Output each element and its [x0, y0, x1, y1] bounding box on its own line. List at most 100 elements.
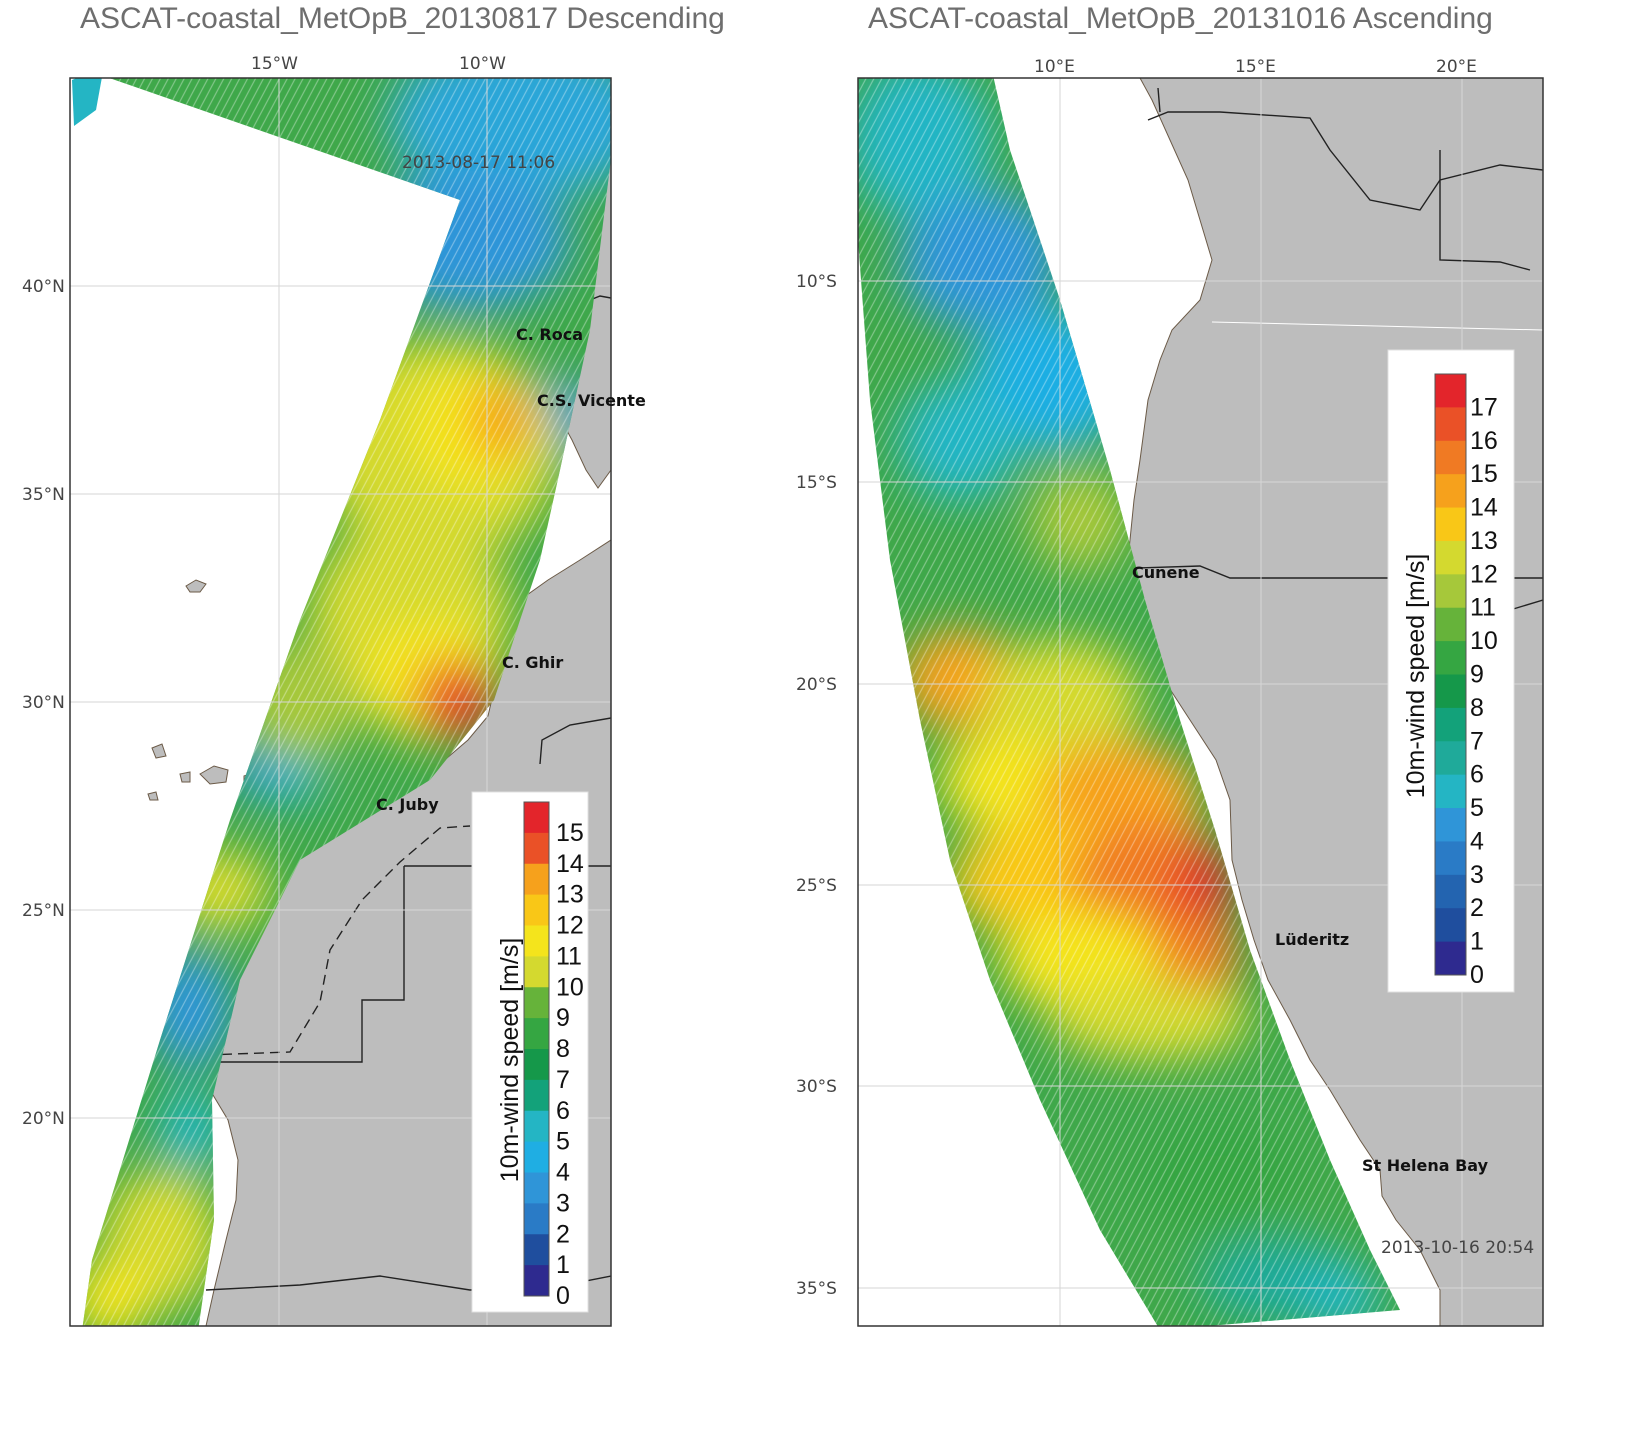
colorbar-segment [524, 956, 549, 988]
colorbar-tick-label: 8 [556, 1035, 570, 1063]
lon-label: 10°E [1034, 57, 1075, 77]
colorbar-segment [524, 1079, 549, 1112]
colorbar-tick-label: 6 [1470, 761, 1484, 789]
colorbar-segment [524, 863, 549, 896]
colorbar-tick-label: 4 [556, 1159, 570, 1187]
lat-label: 30°N [22, 693, 65, 713]
colorbar-segment [524, 1049, 549, 1081]
colorbar-segment [1435, 440, 1466, 475]
place-label: Lüderitz [1275, 930, 1349, 949]
lat-label: 30°S [796, 1077, 837, 1097]
colorbar-tick-label: 5 [556, 1128, 570, 1156]
colorbar-segment [1435, 874, 1466, 909]
left-map-frame [69, 77, 612, 1327]
colorbar-tick-label: 7 [1470, 727, 1484, 755]
lon-label: 15°E [1235, 57, 1276, 77]
colorbar-tick-label: 10 [556, 973, 584, 1001]
colorbar-segment [1435, 374, 1466, 408]
place-label: C. Ghir [502, 653, 563, 672]
right-panel-title: ASCAT-coastal_MetOpB_20131016 Ascending [868, 2, 1493, 35]
colorbar-tick-label: 14 [556, 850, 584, 878]
canary-island [179, 771, 191, 783]
colorbar-tick-label: 1 [556, 1251, 570, 1279]
lat-label: 35°S [796, 1279, 837, 1299]
country-border [1147, 111, 1543, 211]
country-border [206, 866, 405, 1063]
colorbar-tick-label: 3 [556, 1189, 570, 1217]
colorbar-tick-label: 12 [1470, 560, 1498, 588]
right-timestamp: 2013-10-16 20:54 [1381, 1238, 1534, 1258]
colorbar-segment [524, 1172, 549, 1204]
lat-label: 40°N [22, 277, 65, 297]
lon-label: 15°W [251, 54, 298, 74]
colorbar-segment [1435, 941, 1466, 976]
colorbar-segment [1435, 808, 1466, 842]
colorbar-title: 10m-wind speed [m/s] [1402, 554, 1430, 799]
colorbar-tick-label: 11 [1470, 594, 1496, 622]
colorbar-segment [1435, 641, 1466, 675]
colorbar-tick-label: 14 [1470, 494, 1498, 522]
colorbar-segment [1435, 707, 1466, 742]
colorbar-segment [524, 1110, 549, 1143]
colorbar-tick-label: 13 [556, 881, 584, 909]
lat-label: 10°S [796, 272, 837, 292]
colorbar-segment [524, 1141, 549, 1173]
colorbar-tick-label: 8 [1470, 694, 1484, 722]
country-border [1509, 599, 1543, 611]
colorbar-segment [524, 802, 549, 834]
lon-label: 10°W [459, 54, 506, 74]
colorbar-segment [524, 925, 549, 957]
place-label: Cunene [1132, 563, 1200, 582]
lat-label: 25°N [22, 901, 65, 921]
colorbar-segment [524, 832, 549, 865]
colorbar-segment [1435, 407, 1466, 442]
colorbar-title: 10m-wind speed [m/s] [496, 938, 524, 1183]
place-label: C.S. Vicente [537, 391, 646, 410]
colorbar-tick-label: 9 [1470, 661, 1484, 689]
left-timestamp: 2013-08-17 11:06 [402, 153, 555, 173]
colorbar-frame [1434, 373, 1467, 976]
colorbar-tick-label: 5 [1470, 794, 1484, 822]
lat-label: 35°N [22, 485, 65, 505]
colorbar-segment [524, 1234, 549, 1266]
lat-label: 20°S [796, 675, 837, 695]
colorbar-tick-label: 15 [1470, 460, 1498, 488]
colorbar-tick-label: 1 [1470, 928, 1484, 956]
lat-label: 20°N [22, 1109, 65, 1129]
colorbar-segment [1435, 507, 1466, 542]
colorbar-segment [1435, 908, 1466, 943]
right-map-frame [857, 77, 1544, 1327]
colorbar-segment [1435, 607, 1466, 642]
left-map: 15°W 10°W 40°N 35°N 30°N 25°N 20°N 2013-… [22, 54, 646, 1327]
colorbar-tick-label: 9 [556, 1004, 570, 1032]
canary-island [151, 743, 167, 759]
place-label: C. Roca [516, 325, 583, 344]
lat-label: 15°S [796, 473, 837, 493]
swath-fragment [72, 78, 102, 126]
colorbar-segment [1435, 774, 1466, 809]
colorbar-tick-label: 6 [556, 1097, 570, 1125]
lat-label: 25°S [796, 876, 837, 896]
colorbar-segment [524, 1018, 549, 1050]
madeira-island [185, 579, 207, 593]
colorbar-tick-label: 0 [1470, 961, 1484, 989]
place-label: C. Juby [376, 795, 439, 814]
country-border [1439, 150, 1531, 271]
colorbar-segment [524, 1265, 549, 1297]
left-panel-title: ASCAT-coastal_MetOpB_20130817 Descending [80, 2, 725, 35]
right-map: 10°E 15°E 20°E 10°S 15°S 20°S 25°S 30°S … [796, 57, 1544, 1327]
country-border [1157, 87, 1161, 113]
disputed-border [205, 825, 471, 1056]
lon-label: 20°E [1436, 57, 1477, 77]
colorbar-segment [1435, 474, 1466, 509]
colorbar-tick-label: 11 [556, 942, 582, 970]
colorbar-segment [524, 1203, 549, 1235]
colorbar-segment [524, 894, 549, 926]
colorbar-segment [1435, 841, 1466, 876]
colorbar-tick-label: 13 [1470, 527, 1498, 555]
colorbar-tick-label: 4 [1470, 827, 1484, 855]
colorbar-tick-label: 17 [1470, 393, 1498, 421]
colorbar-segment [1435, 540, 1466, 575]
colorbar-tick-label: 0 [556, 1282, 570, 1310]
